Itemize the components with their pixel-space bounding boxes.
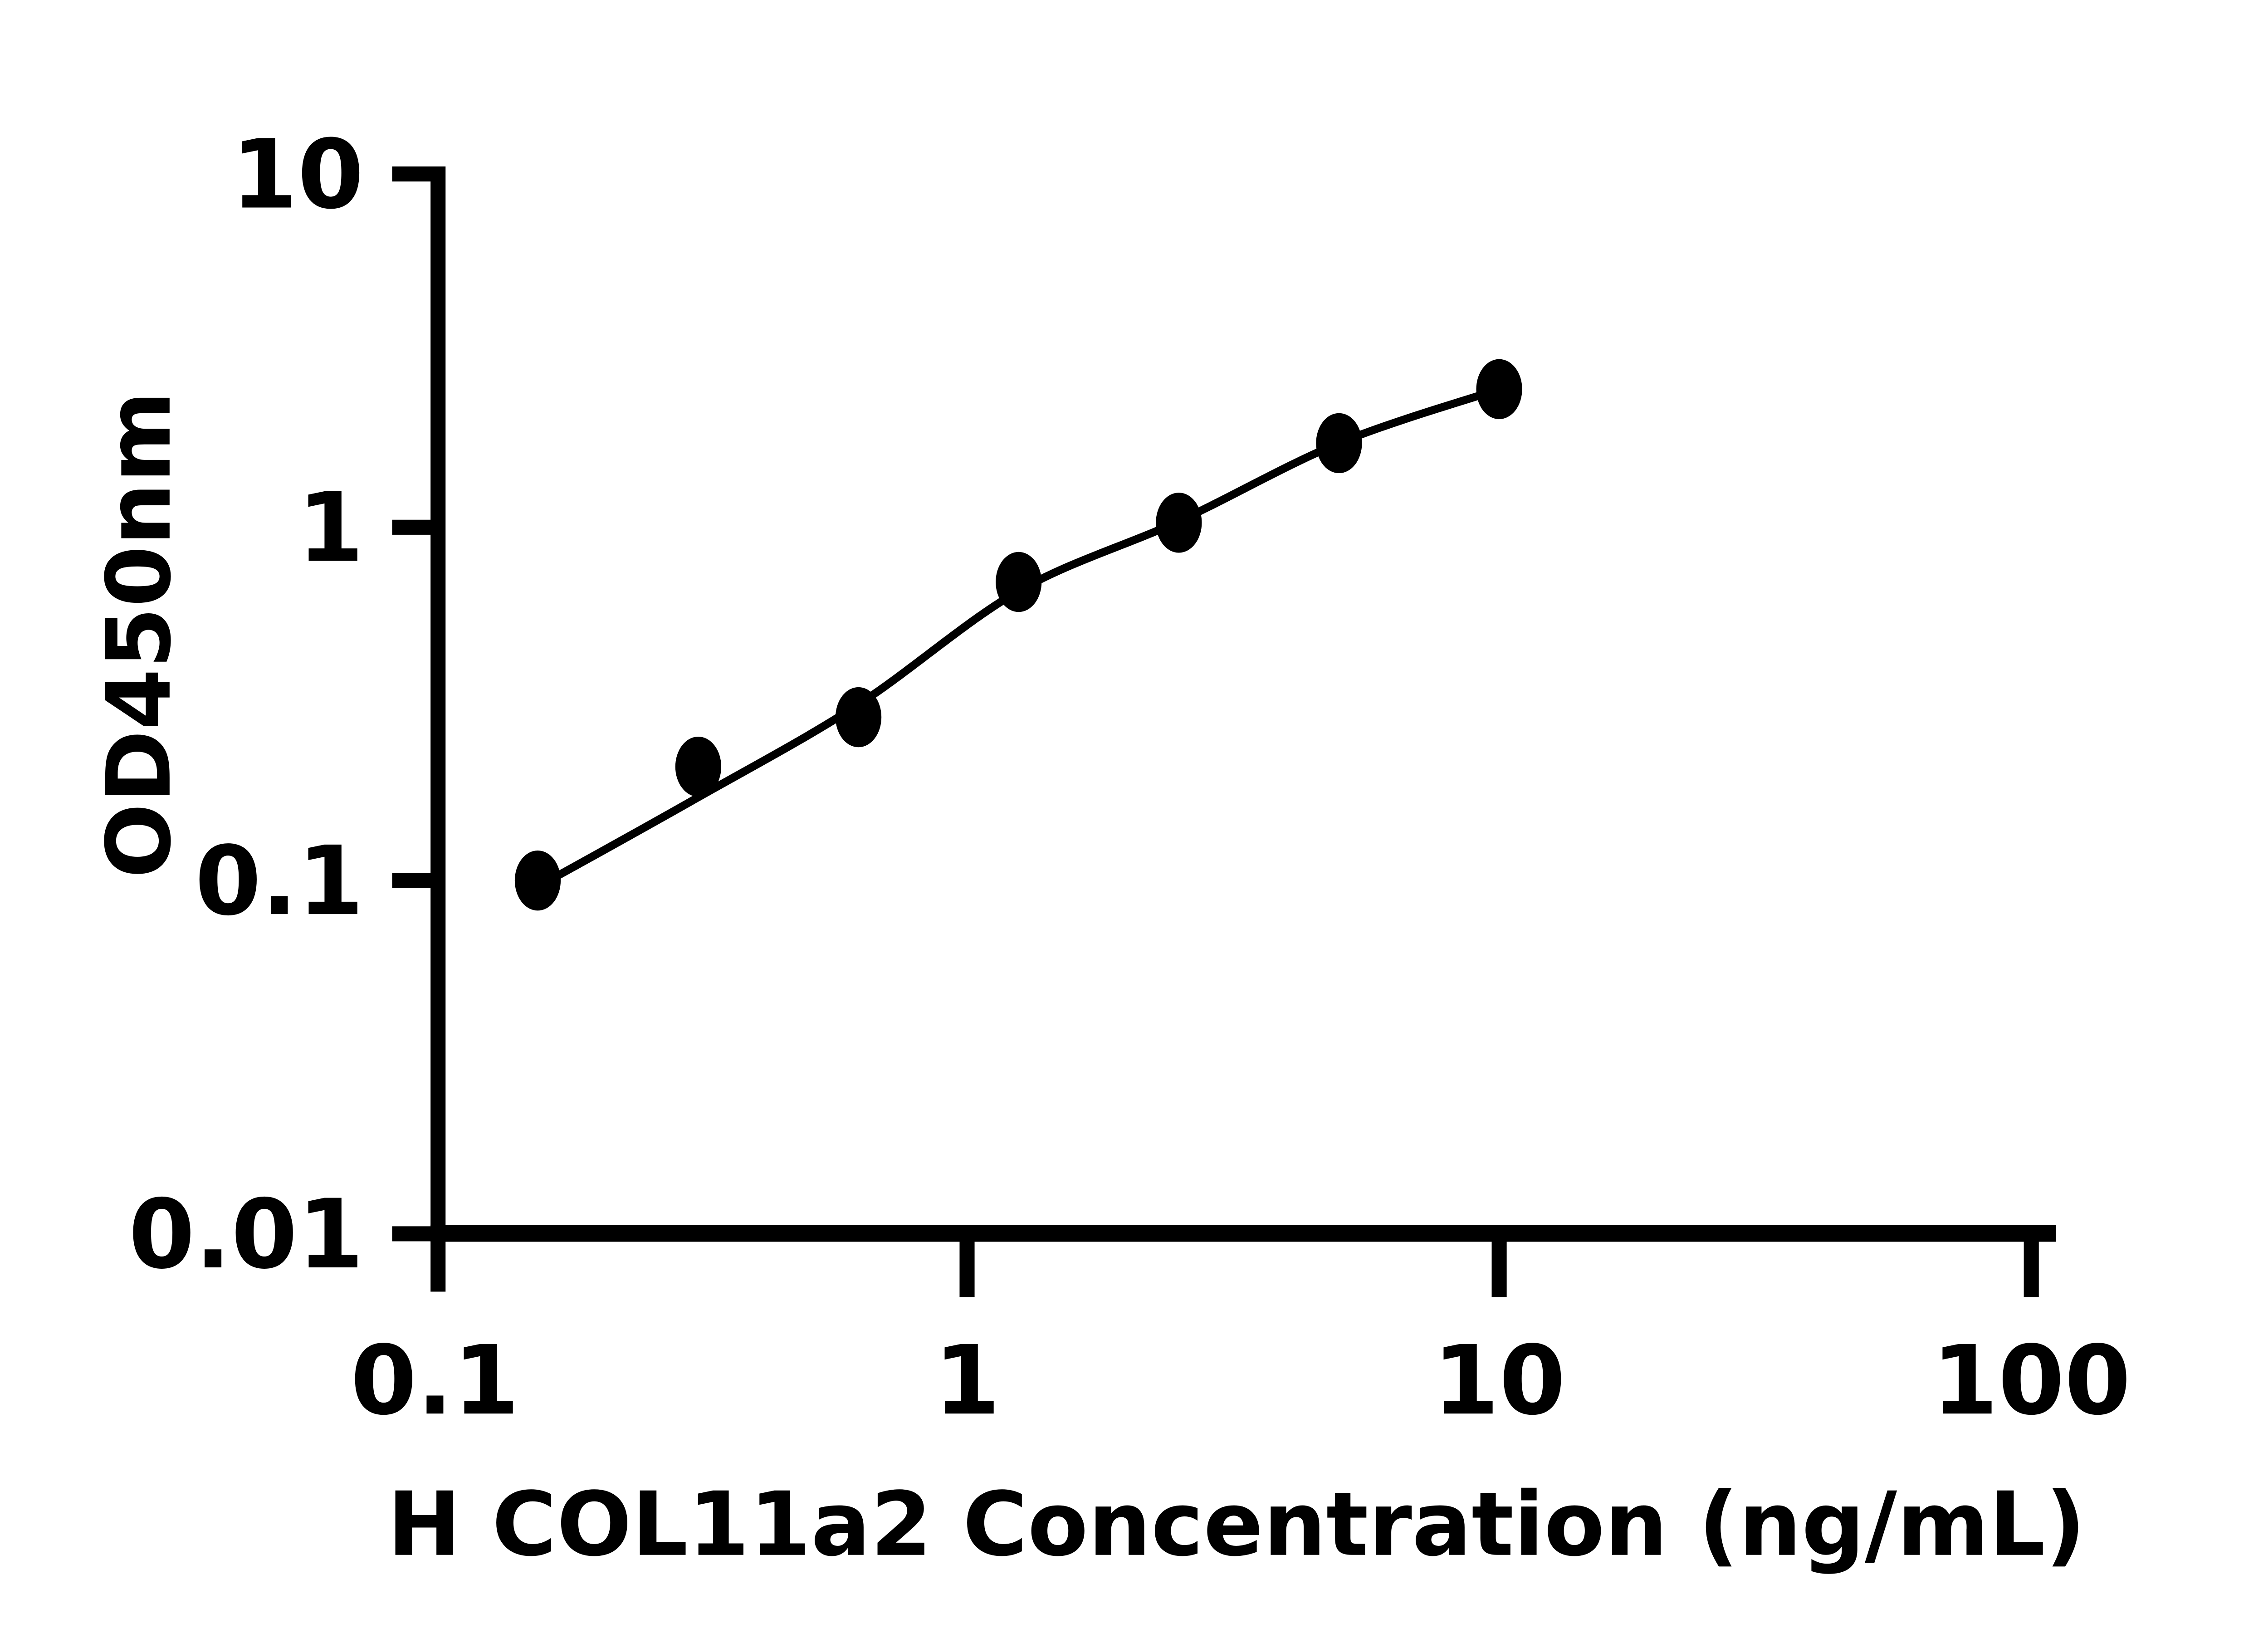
data-point	[514, 850, 561, 911]
y-axis-title: OD450nm	[88, 391, 191, 878]
x-tick-label: 1	[934, 1325, 1000, 1436]
data-point	[996, 552, 1042, 612]
y-tick-label: 1	[298, 472, 364, 583]
data-point	[1476, 359, 1522, 420]
x-tick-label: 0.1	[351, 1325, 519, 1436]
x-axis-title: H COL11a2 Concentration (ng/mL)	[387, 1473, 2086, 1576]
y-tick-label: 10	[231, 119, 364, 230]
data-point	[1156, 493, 1202, 553]
data-point	[675, 737, 722, 797]
plot-area: 10 1 0.1 0.01 0.1 1 10 100	[128, 119, 2131, 1437]
y-tick-label: 0.01	[128, 1179, 364, 1290]
x-tick-label: 10	[1433, 1325, 1566, 1436]
x-tick-label: 100	[1932, 1325, 2131, 1436]
y-tick-label: 0.1	[195, 826, 364, 937]
data-point	[835, 687, 882, 748]
data-point	[1316, 413, 1362, 474]
